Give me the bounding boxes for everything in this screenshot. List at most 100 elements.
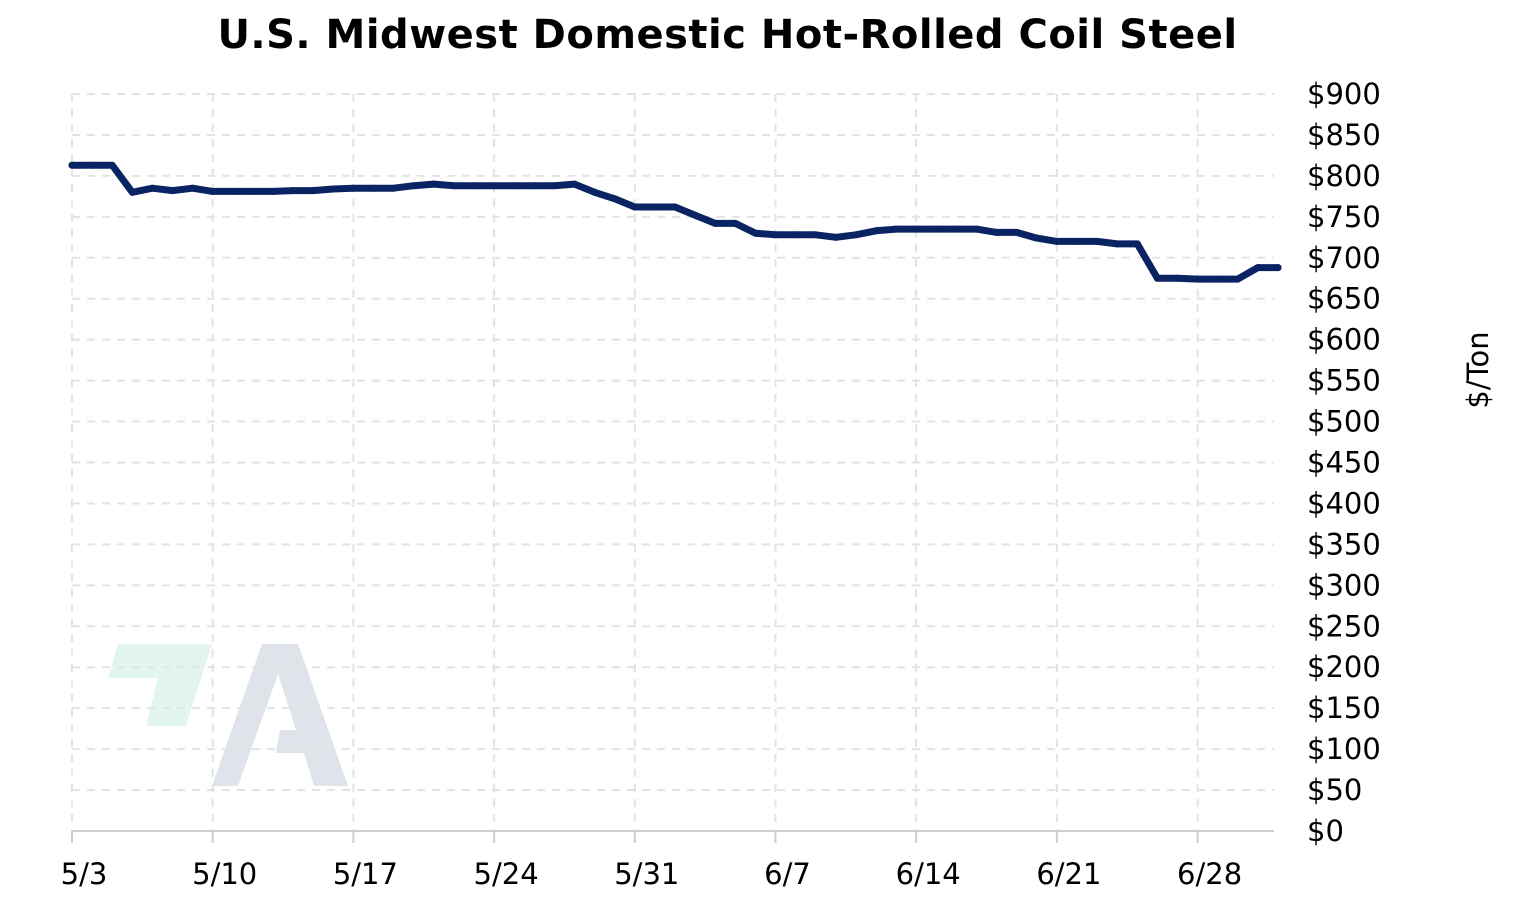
data-point xyxy=(430,180,438,188)
data-point xyxy=(631,203,639,211)
data-point xyxy=(1033,234,1041,242)
data-point xyxy=(1234,275,1242,283)
data-point xyxy=(229,187,237,195)
y-tick-label: $50 xyxy=(1307,773,1362,807)
brand-logo-watermark xyxy=(108,644,348,786)
y-tick-label: $600 xyxy=(1307,323,1381,357)
data-point xyxy=(1194,275,1202,283)
data-point xyxy=(410,182,418,190)
data-point xyxy=(269,187,277,195)
y-tick-label: $300 xyxy=(1307,568,1381,602)
logo-green-mark xyxy=(108,644,212,726)
data-point xyxy=(1113,240,1121,248)
data-point xyxy=(611,195,619,203)
data-point xyxy=(1153,274,1161,282)
data-point xyxy=(812,231,820,239)
data-point xyxy=(1274,264,1282,272)
x-axis xyxy=(71,830,1274,843)
data-point xyxy=(249,187,257,195)
data-point xyxy=(1133,240,1141,248)
data-point xyxy=(772,231,779,239)
data-point xyxy=(530,182,538,190)
data-point xyxy=(912,225,920,233)
data-point xyxy=(470,182,478,190)
x-tick-label: 5/17 xyxy=(333,857,398,891)
chart-title: U.S. Midwest Domestic Hot-Rolled Coil St… xyxy=(217,12,1238,58)
x-tick-label: 6/28 xyxy=(1177,857,1242,891)
x-tick-label: 6/21 xyxy=(1036,857,1101,891)
y-tick-label: $100 xyxy=(1307,732,1381,766)
y-tick-label: $450 xyxy=(1307,446,1381,480)
data-point xyxy=(1053,237,1061,245)
data-point xyxy=(209,187,217,195)
data-point xyxy=(571,180,578,188)
y-tick-label: $0 xyxy=(1307,814,1344,848)
y-tick-label: $350 xyxy=(1307,527,1381,561)
data-point xyxy=(349,184,357,192)
data-point xyxy=(108,161,116,169)
data-point xyxy=(792,231,800,239)
data-point xyxy=(1013,228,1021,236)
data-point xyxy=(751,229,759,237)
data-point xyxy=(148,184,156,192)
x-tick-labels: 5/3 5/10 5/17 5/24 5/31 6/7 6/14 6/21 6/28 xyxy=(61,857,1242,891)
data-point xyxy=(1254,264,1262,272)
x-tick-label: 6/14 xyxy=(896,857,961,891)
data-point xyxy=(832,233,840,241)
y-tick-label: $550 xyxy=(1307,364,1381,398)
y-tick-label: $250 xyxy=(1307,609,1381,643)
data-point xyxy=(289,187,297,195)
x-tick-label: 5/10 xyxy=(192,857,257,891)
data-point xyxy=(550,182,558,190)
x-tick-label: 5/31 xyxy=(614,857,679,891)
data-point xyxy=(68,161,76,169)
x-tick-label: 5/24 xyxy=(474,857,539,891)
data-point xyxy=(711,219,719,227)
data-point xyxy=(591,188,599,196)
data-point xyxy=(490,182,498,190)
data-point xyxy=(852,231,860,239)
data-point xyxy=(993,228,1001,236)
x-tick-label: 5/3 xyxy=(61,857,108,891)
data-point xyxy=(450,182,458,190)
y-tick-label: $700 xyxy=(1307,241,1381,275)
y-axis-title: $/Ton xyxy=(1461,331,1495,408)
y-tick-label: $150 xyxy=(1307,691,1381,725)
data-point xyxy=(169,187,176,195)
y-tick-labels: $0 $50 $100 $150 $200 $250 $300 $350 $400 $450 $50… xyxy=(1307,77,1381,848)
grid-lines xyxy=(71,93,1274,831)
logo-letter-a-mark xyxy=(212,644,348,786)
data-point xyxy=(651,203,659,211)
data-point xyxy=(671,203,679,211)
data-point xyxy=(128,188,136,196)
data-point xyxy=(892,225,900,233)
series-layer xyxy=(68,161,1282,283)
y-tick-label: $750 xyxy=(1307,200,1381,234)
data-point xyxy=(1214,275,1222,283)
data-point xyxy=(691,211,699,219)
data-point xyxy=(973,225,980,233)
series-line xyxy=(68,161,1282,283)
data-point xyxy=(370,184,377,192)
data-point xyxy=(1073,237,1081,245)
data-point xyxy=(932,225,940,233)
data-point xyxy=(329,185,337,193)
y-tick-label: $900 xyxy=(1307,77,1381,111)
y-tick-label: $800 xyxy=(1307,159,1381,193)
data-point xyxy=(189,184,197,192)
data-point xyxy=(952,225,960,233)
data-points xyxy=(68,161,1282,283)
data-point xyxy=(88,161,96,169)
y-tick-label: $500 xyxy=(1307,405,1381,439)
y-tick-label: $400 xyxy=(1307,486,1381,520)
x-tick-label: 6/7 xyxy=(764,857,811,891)
y-tick-label: $200 xyxy=(1307,650,1381,684)
y-tick-label: $650 xyxy=(1307,282,1381,316)
data-point xyxy=(1093,237,1101,245)
data-point xyxy=(510,182,518,190)
y-tick-label: $850 xyxy=(1307,118,1381,152)
data-point xyxy=(872,227,880,235)
data-point xyxy=(309,187,317,195)
data-point xyxy=(731,219,739,227)
